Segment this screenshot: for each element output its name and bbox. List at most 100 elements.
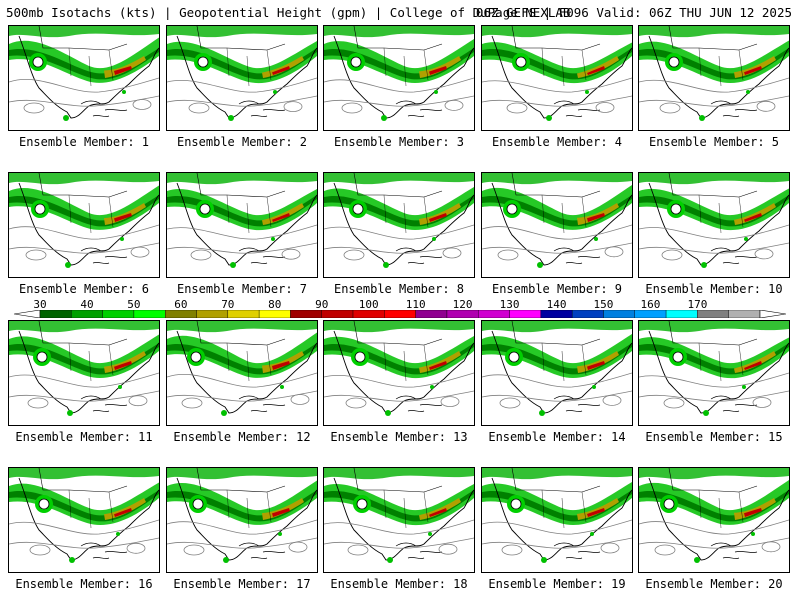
colorbar-tick-label: 150 [593, 298, 614, 311]
panel-map [167, 468, 317, 563]
ensemble-member-caption: Ensemble Member: 12 [173, 430, 311, 444]
colorbar-segment [321, 310, 354, 318]
ensemble-panel [166, 320, 318, 426]
ensemble-panel [481, 25, 633, 131]
ensemble-panel [481, 320, 633, 426]
colorbar-max-arrow [759, 310, 786, 318]
panel-map [639, 173, 789, 268]
ensemble-member-caption: Ensemble Member: 5 [648, 135, 780, 149]
chart-header: 500mb Isotachs (kts) | Geopotential Heig… [6, 5, 796, 21]
panel-map [167, 321, 317, 416]
ensemble-member-caption: Ensemble Member: 7 [176, 282, 308, 296]
colorbar-tick-label: 120 [452, 298, 473, 311]
ensemble-member-caption: Ensemble Member: 4 [491, 135, 623, 149]
panel-map [167, 173, 317, 268]
ensemble-panel [638, 25, 790, 131]
ensemble-panel [323, 25, 475, 131]
colorbar-tick-label: 40 [80, 298, 94, 311]
colorbar-tick-label: 160 [640, 298, 661, 311]
panel-map [639, 321, 789, 416]
wind-speed-colorbar: 30 40 50 60 70 80 90 100 110 120 130 140 150 160 170 [14, 298, 786, 320]
ensemble-panel [166, 172, 318, 278]
panel-map [324, 468, 474, 563]
colorbar-segment [571, 310, 604, 318]
colorbar-segment [102, 310, 135, 318]
colorbar-segment [71, 310, 103, 318]
ensemble-panel [638, 172, 790, 278]
colorbar-tick-label: 90 [315, 298, 329, 311]
colorbar-segment [165, 310, 197, 318]
colorbar-segment [196, 310, 229, 318]
colorbar-segment [665, 310, 698, 318]
ensemble-member-caption: Ensemble Member: 14 [488, 430, 626, 444]
colorbar-segment [478, 310, 510, 318]
ensemble-panel [638, 320, 790, 426]
panel-map [167, 26, 317, 121]
colorbar-tick-label: 30 [33, 298, 47, 311]
ensemble-panel [8, 25, 160, 131]
ensemble-panel [8, 467, 160, 573]
colorbar-segment [446, 310, 479, 318]
colorbar-segment [258, 310, 291, 318]
panel-map [482, 321, 632, 416]
ensemble-member-caption: Ensemble Member: 19 [488, 577, 626, 591]
colorbar-tick-label: 50 [127, 298, 141, 311]
colorbar-segment [227, 310, 260, 318]
colorbar-strip [14, 310, 786, 318]
colorbar-segment [352, 310, 385, 318]
ensemble-member-caption: Ensemble Member: 8 [333, 282, 465, 296]
colorbar-segment [697, 310, 729, 318]
colorbar-tick-label: 100 [358, 298, 379, 311]
ensemble-panel [166, 467, 318, 573]
ensemble-member-caption: Ensemble Member: 17 [173, 577, 311, 591]
ensemble-member-caption: Ensemble Member: 3 [333, 135, 465, 149]
panel-map [482, 173, 632, 268]
colorbar-segment [509, 310, 542, 318]
colorbar-segment [290, 310, 322, 318]
ensemble-panel [323, 320, 475, 426]
ensemble-member-caption: Ensemble Member: 20 [645, 577, 783, 591]
panel-map [482, 26, 632, 121]
colorbar-tick-label: 60 [174, 298, 188, 311]
panel-map [9, 173, 159, 268]
colorbar-segment [39, 310, 72, 318]
panel-map [639, 468, 789, 563]
colorbar-segment [133, 310, 166, 318]
panel-map [482, 468, 632, 563]
ensemble-panel [323, 467, 475, 573]
ensemble-member-caption: Ensemble Member: 9 [491, 282, 623, 296]
panel-map [324, 321, 474, 416]
ensemble-member-caption: Ensemble Member: 16 [15, 577, 153, 591]
ensemble-member-caption: Ensemble Member: 2 [176, 135, 308, 149]
colorbar-tick-label: 70 [221, 298, 235, 311]
colorbar-tick-label: 110 [405, 298, 426, 311]
colorbar-tick-label: 170 [687, 298, 708, 311]
colorbar-min-arrow [14, 310, 41, 318]
ensemble-member-caption: Ensemble Member: 13 [330, 430, 468, 444]
ensemble-member-caption: Ensemble Member: 18 [330, 577, 468, 591]
ensemble-panel [638, 467, 790, 573]
panel-map [324, 26, 474, 121]
panel-map [639, 26, 789, 121]
colorbar-segment [384, 310, 416, 318]
colorbar-segment [540, 310, 573, 318]
panel-map [324, 173, 474, 268]
panel-map [9, 321, 159, 416]
panel-map [9, 26, 159, 121]
ensemble-panel [8, 320, 160, 426]
colorbar-tick-label: 80 [268, 298, 282, 311]
ensemble-panel [481, 172, 633, 278]
ensemble-panel [323, 172, 475, 278]
ensemble-member-caption: Ensemble Member: 1 [18, 135, 150, 149]
ensemble-panel [166, 25, 318, 131]
ensemble-member-caption: Ensemble Member: 6 [18, 282, 150, 296]
colorbar-segment [634, 310, 667, 318]
colorbar-tick-label: 140 [546, 298, 567, 311]
ensemble-panel [8, 172, 160, 278]
colorbar-tick-label: 130 [499, 298, 520, 311]
colorbar-segment [603, 310, 635, 318]
ensemble-member-caption: Ensemble Member: 15 [645, 430, 783, 444]
ensemble-member-caption: Ensemble Member: 11 [15, 430, 153, 444]
ensemble-member-caption: Ensemble Member: 10 [645, 282, 783, 296]
header-title: 500mb Isotachs (kts) | Geopotential Heig… [6, 5, 571, 20]
